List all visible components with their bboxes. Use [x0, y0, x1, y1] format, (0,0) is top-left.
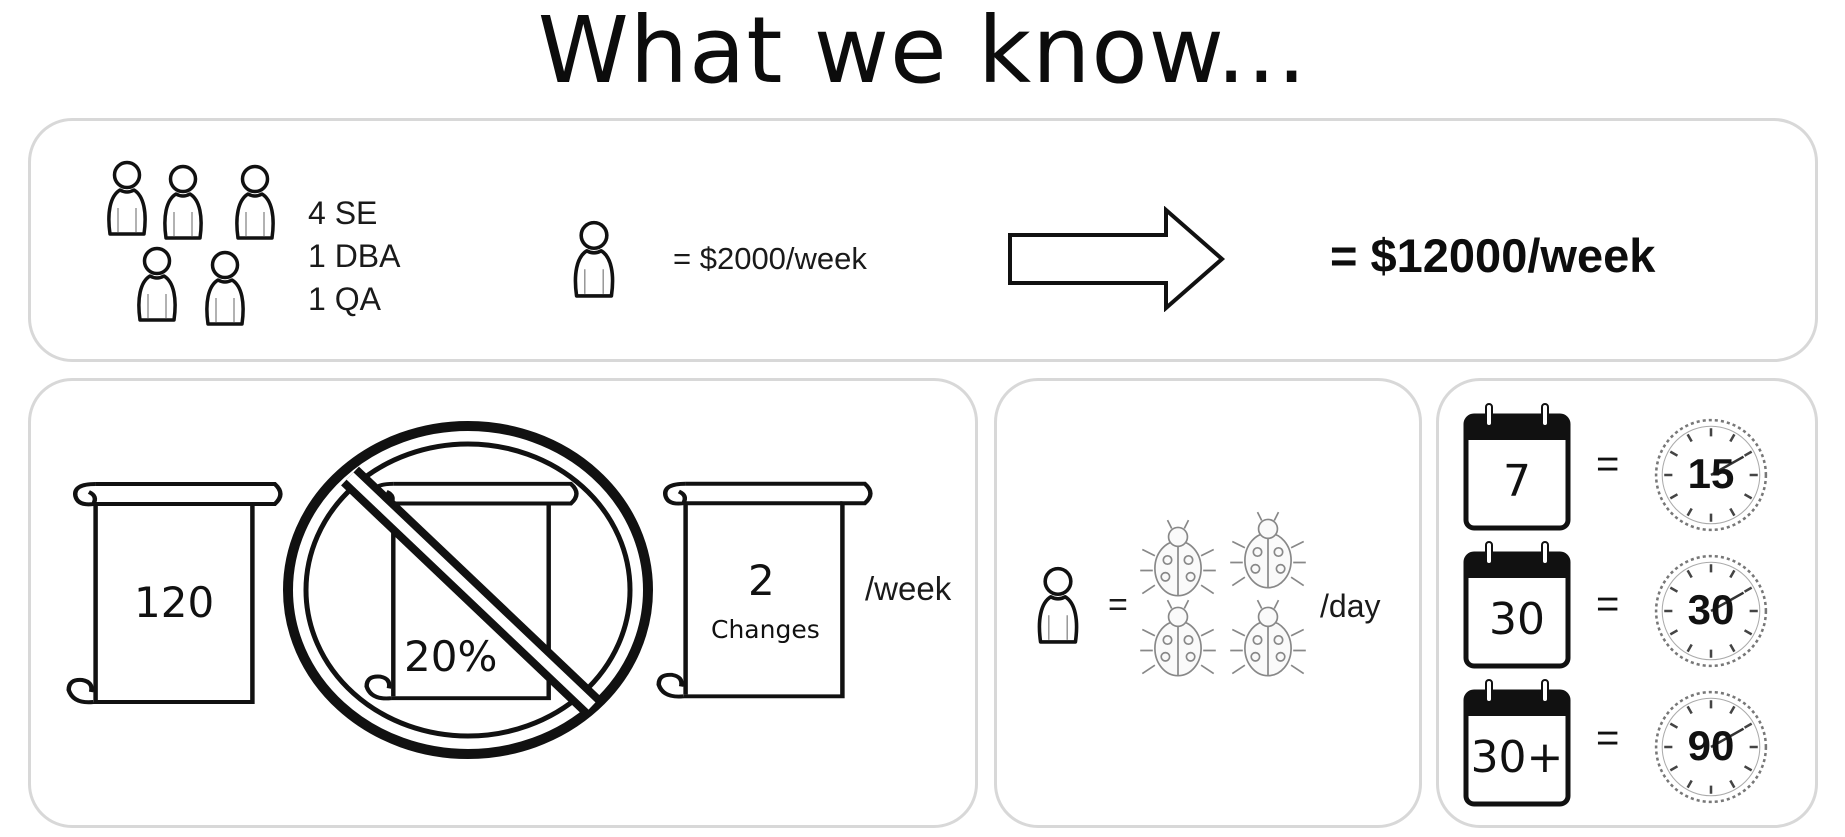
team-people-icon	[100, 158, 290, 328]
calendar-days: 7	[1503, 456, 1531, 507]
page-title: What we know...	[537, 0, 1308, 104]
weekly-change-count: 2	[748, 556, 775, 605]
clock-value: 15	[1687, 450, 1735, 497]
per-day-label: /day	[1320, 588, 1381, 624]
team-cost-panel	[28, 118, 1818, 362]
team-line-se: 4 SE	[308, 195, 378, 231]
timeline-equals: =	[1596, 442, 1620, 486]
prohibited-icon	[276, 414, 660, 766]
person-icon	[1030, 564, 1086, 646]
clock-value: 30	[1687, 586, 1735, 633]
bugs-icon	[1136, 508, 1312, 680]
person-icon	[566, 218, 622, 300]
timeline-equals: =	[1596, 582, 1620, 626]
per-week-label: /week	[865, 570, 952, 607]
right-arrow-icon	[1006, 205, 1228, 313]
clock-value: 90	[1687, 722, 1735, 769]
blocked-changes-percent: 20%	[404, 632, 498, 681]
weekly-team-total: = $12000/week	[1330, 229, 1656, 282]
total-changes-value: 120	[134, 578, 215, 627]
timeline-equals: =	[1596, 716, 1620, 760]
weekly-rate-per-person: = $2000/week	[673, 241, 867, 276]
weekly-change-label: Changes	[711, 615, 820, 644]
bugs-equals: =	[1108, 586, 1128, 624]
calendar-days: 30+	[1470, 732, 1564, 783]
calendar-days: 30	[1489, 594, 1545, 645]
team-composition: 4 SE 1 DBA 1 QA	[308, 192, 400, 321]
team-line-dba: 1 DBA	[308, 238, 401, 274]
team-line-qa: 1 QA	[308, 281, 381, 317]
